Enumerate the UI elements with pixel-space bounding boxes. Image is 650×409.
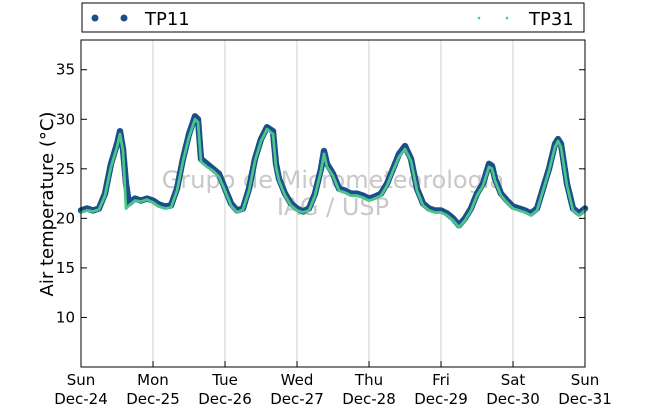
- axes: 101520253035SunDec-24MonDec-25TueDec-26W…: [54, 39, 612, 408]
- x-tick-label-date: Dec-30: [486, 390, 540, 408]
- x-tick-label-day: Sun: [571, 371, 600, 389]
- y-tick-label: 15: [56, 259, 75, 277]
- x-tick-label-day: Tue: [211, 371, 238, 389]
- legend-marker-tp11-a: [91, 14, 99, 22]
- data-series: [77, 113, 589, 229]
- x-tick-label-date: Dec-24: [54, 390, 108, 408]
- x-tick-label-day: Mon: [137, 371, 169, 389]
- x-tick-label-day: Sat: [501, 371, 526, 389]
- legend-marker-tp11-b: [120, 14, 128, 22]
- x-tick-label-day: Fri: [432, 371, 450, 389]
- x-tick-label-date: Dec-29: [414, 390, 468, 408]
- y-axis-label: Air temperature (°C): [37, 112, 58, 297]
- x-tick-label-date: Dec-27: [270, 390, 324, 408]
- x-tick-label-day: Thu: [354, 371, 383, 389]
- y-tick-label: 10: [56, 308, 75, 326]
- legend-marker-tp31-b: [505, 16, 509, 20]
- y-tick-label: 30: [56, 110, 75, 128]
- x-tick-label-date: Dec-25: [126, 390, 180, 408]
- x-tick-label-date: Dec-28: [342, 390, 396, 408]
- legend-marker-tp31-a: [477, 16, 481, 20]
- y-tick-label: 25: [56, 160, 75, 178]
- x-tick-label-day: Wed: [281, 371, 314, 389]
- series-tp31: [79, 117, 587, 229]
- x-tick-label-date: Dec-26: [198, 390, 252, 408]
- x-tick-label-date: Dec-31: [558, 390, 612, 408]
- legend-label-tp31: TP31: [528, 9, 574, 30]
- y-tick-label: 20: [56, 209, 75, 227]
- legend: TP11 TP31: [81, 2, 585, 33]
- legend-box: [81, 2, 585, 33]
- y-tick-label: 35: [56, 61, 75, 79]
- legend-label-tp11: TP11: [144, 9, 190, 30]
- x-tick-label-day: Sun: [67, 371, 96, 389]
- plot-frame: [80, 39, 586, 368]
